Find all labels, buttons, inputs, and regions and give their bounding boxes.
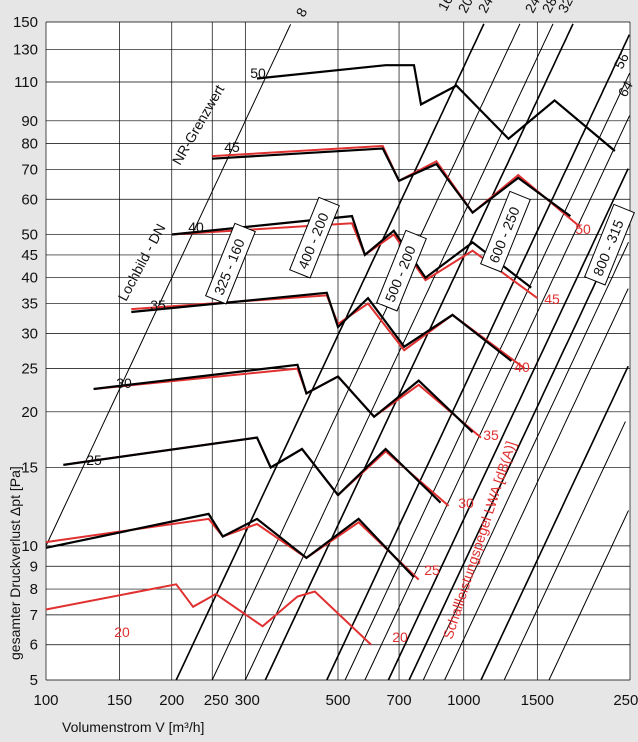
guide-line xyxy=(175,23,485,681)
nr-level-label: 25 xyxy=(86,452,102,468)
nr-level-label: 35 xyxy=(150,297,166,313)
lwa-level-label: 30 xyxy=(458,495,474,511)
nr-curve-25 xyxy=(63,436,442,504)
x-tick-label: 1000 xyxy=(447,692,480,709)
nr-curve-35 xyxy=(131,291,513,362)
guide-line xyxy=(422,241,629,681)
guide-line xyxy=(503,421,626,681)
x-tick-label: 700 xyxy=(387,692,412,709)
nr-curve-20 xyxy=(45,512,415,579)
lwa-curve-25 xyxy=(45,517,420,581)
y-tick-label: 30 xyxy=(21,325,38,342)
nr-level-label: 50 xyxy=(250,65,266,81)
ticks-layer: 5678910152025303540455060708090110130150… xyxy=(13,14,638,709)
top-label: 24 xyxy=(522,0,544,15)
guide-line xyxy=(244,23,554,681)
y-tick-label: 5 xyxy=(30,672,38,689)
top-label: 8 xyxy=(293,5,311,20)
y-tick-label: 25 xyxy=(21,361,38,378)
guide-line xyxy=(264,23,574,681)
lwa-curve-50 xyxy=(212,144,581,228)
top-label: 16 xyxy=(435,0,457,13)
y-tick-label: 40 xyxy=(21,270,38,287)
x-tick-label: 250 xyxy=(204,692,229,709)
guide-line xyxy=(548,510,629,681)
y-tick-label: 60 xyxy=(21,191,38,208)
x-tick-label: 500 xyxy=(325,692,350,709)
top-label: 20 xyxy=(455,0,477,15)
nr-level-label: 40 xyxy=(188,219,204,235)
top-label: 64 xyxy=(615,78,637,99)
guide-line xyxy=(211,23,521,681)
nr-curve-30 xyxy=(93,363,474,433)
y-tick-label: 50 xyxy=(21,227,38,244)
guide-line xyxy=(364,115,631,681)
top-label: 24 xyxy=(475,0,497,15)
lwa-level-label: 20 xyxy=(392,629,408,645)
x-tick-label: 300 xyxy=(235,692,260,709)
guide-line xyxy=(387,168,629,681)
dn-box-frame xyxy=(480,190,531,273)
nr-level-label: 45 xyxy=(224,139,240,155)
guides-layer xyxy=(45,23,631,681)
top-label: 56 xyxy=(611,50,633,71)
x-tick-label: 1500 xyxy=(521,692,554,709)
y-tick-label: 70 xyxy=(21,161,38,178)
y-tick-label: 7 xyxy=(30,607,38,624)
y-tick-label: 45 xyxy=(21,247,38,264)
lwa-level-label: 50 xyxy=(575,221,591,237)
x-tick-label: 150 xyxy=(107,692,132,709)
x-tick-label: 200 xyxy=(159,692,184,709)
nr-curve-40 xyxy=(171,214,532,289)
guide-line xyxy=(480,365,629,681)
lwa-level-label: 40 xyxy=(514,359,530,375)
lwa-level-label: 25 xyxy=(424,562,440,578)
y-tick-label: 150 xyxy=(13,14,38,31)
nr-curve-45 xyxy=(212,147,572,217)
y-tick-label: 10 xyxy=(21,538,38,555)
lwa-curve-45 xyxy=(171,222,538,299)
lwa-level-label: 45 xyxy=(544,291,560,307)
top-label: 32 xyxy=(555,0,577,15)
x-tick-label: 100 xyxy=(33,692,58,709)
y-tick-label: 20 xyxy=(21,404,38,421)
y-tick-label: 9 xyxy=(30,558,38,575)
y-tick-label: 35 xyxy=(21,296,38,313)
y-tick-label: 6 xyxy=(30,637,38,654)
y-tick-label: 8 xyxy=(30,581,38,598)
x-tick-label: 2500 xyxy=(613,692,638,709)
y-tick-label: 15 xyxy=(21,459,38,476)
nr-curve-50 xyxy=(256,64,616,152)
lwa-curve-20 xyxy=(45,583,372,646)
guide-line xyxy=(45,24,292,547)
dn-box-frame xyxy=(584,203,635,286)
y-tick-label: 80 xyxy=(21,136,38,153)
dn-box-frame xyxy=(205,222,256,305)
dn-box-frame xyxy=(376,229,427,312)
guide-line xyxy=(444,288,629,681)
dn-box-frame xyxy=(289,196,340,279)
guide-line xyxy=(326,34,631,681)
y-axis-label: gesamter Druckverlust Δpt [Pa] xyxy=(7,466,23,660)
x-axis-label: Volumenstrom V [m³/h] xyxy=(62,719,204,735)
nr-level-label: 30 xyxy=(116,375,132,391)
guide-line xyxy=(344,72,631,681)
y-tick-label: 130 xyxy=(13,42,38,59)
top-label: 28 xyxy=(539,0,561,15)
y-tick-label: 110 xyxy=(14,74,38,91)
lwa-level-label: 35 xyxy=(483,427,499,443)
lwa-level-label: 20 xyxy=(114,624,130,640)
y-tick-label: 90 xyxy=(21,113,38,130)
series-layer xyxy=(45,64,616,646)
